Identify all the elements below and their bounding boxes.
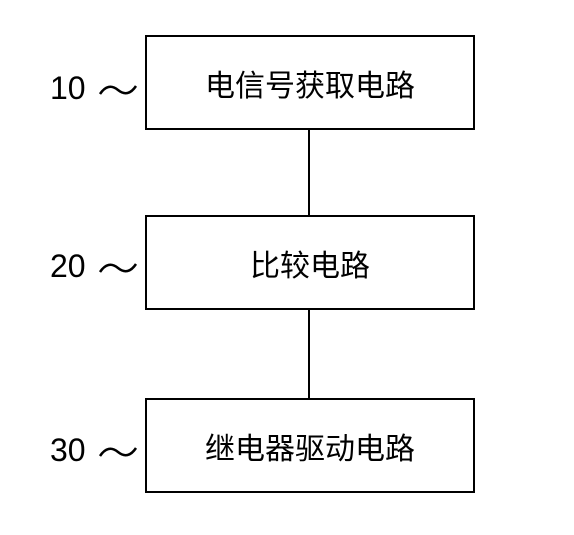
node-box-20: 比较电路 <box>145 215 475 310</box>
tilde-icon-30 <box>98 440 140 466</box>
tilde-icon-10 <box>98 78 140 104</box>
number-20: 20 <box>50 248 86 285</box>
node-box-30: 继电器驱动电路 <box>145 398 475 493</box>
flowchart-diagram: 电信号获取电路 比较电路 继电器驱动电路 10 20 30 <box>0 0 574 535</box>
node-box-10: 电信号获取电路 <box>145 35 475 130</box>
connector-20-30 <box>308 310 310 398</box>
number-10: 10 <box>50 70 86 107</box>
tilde-icon-20 <box>98 256 140 282</box>
node-label-30: 继电器驱动电路 <box>205 424 415 468</box>
number-30: 30 <box>50 432 86 469</box>
node-label-20: 比较电路 <box>250 241 370 285</box>
connector-10-20 <box>308 130 310 215</box>
node-label-10: 电信号获取电路 <box>205 61 415 105</box>
